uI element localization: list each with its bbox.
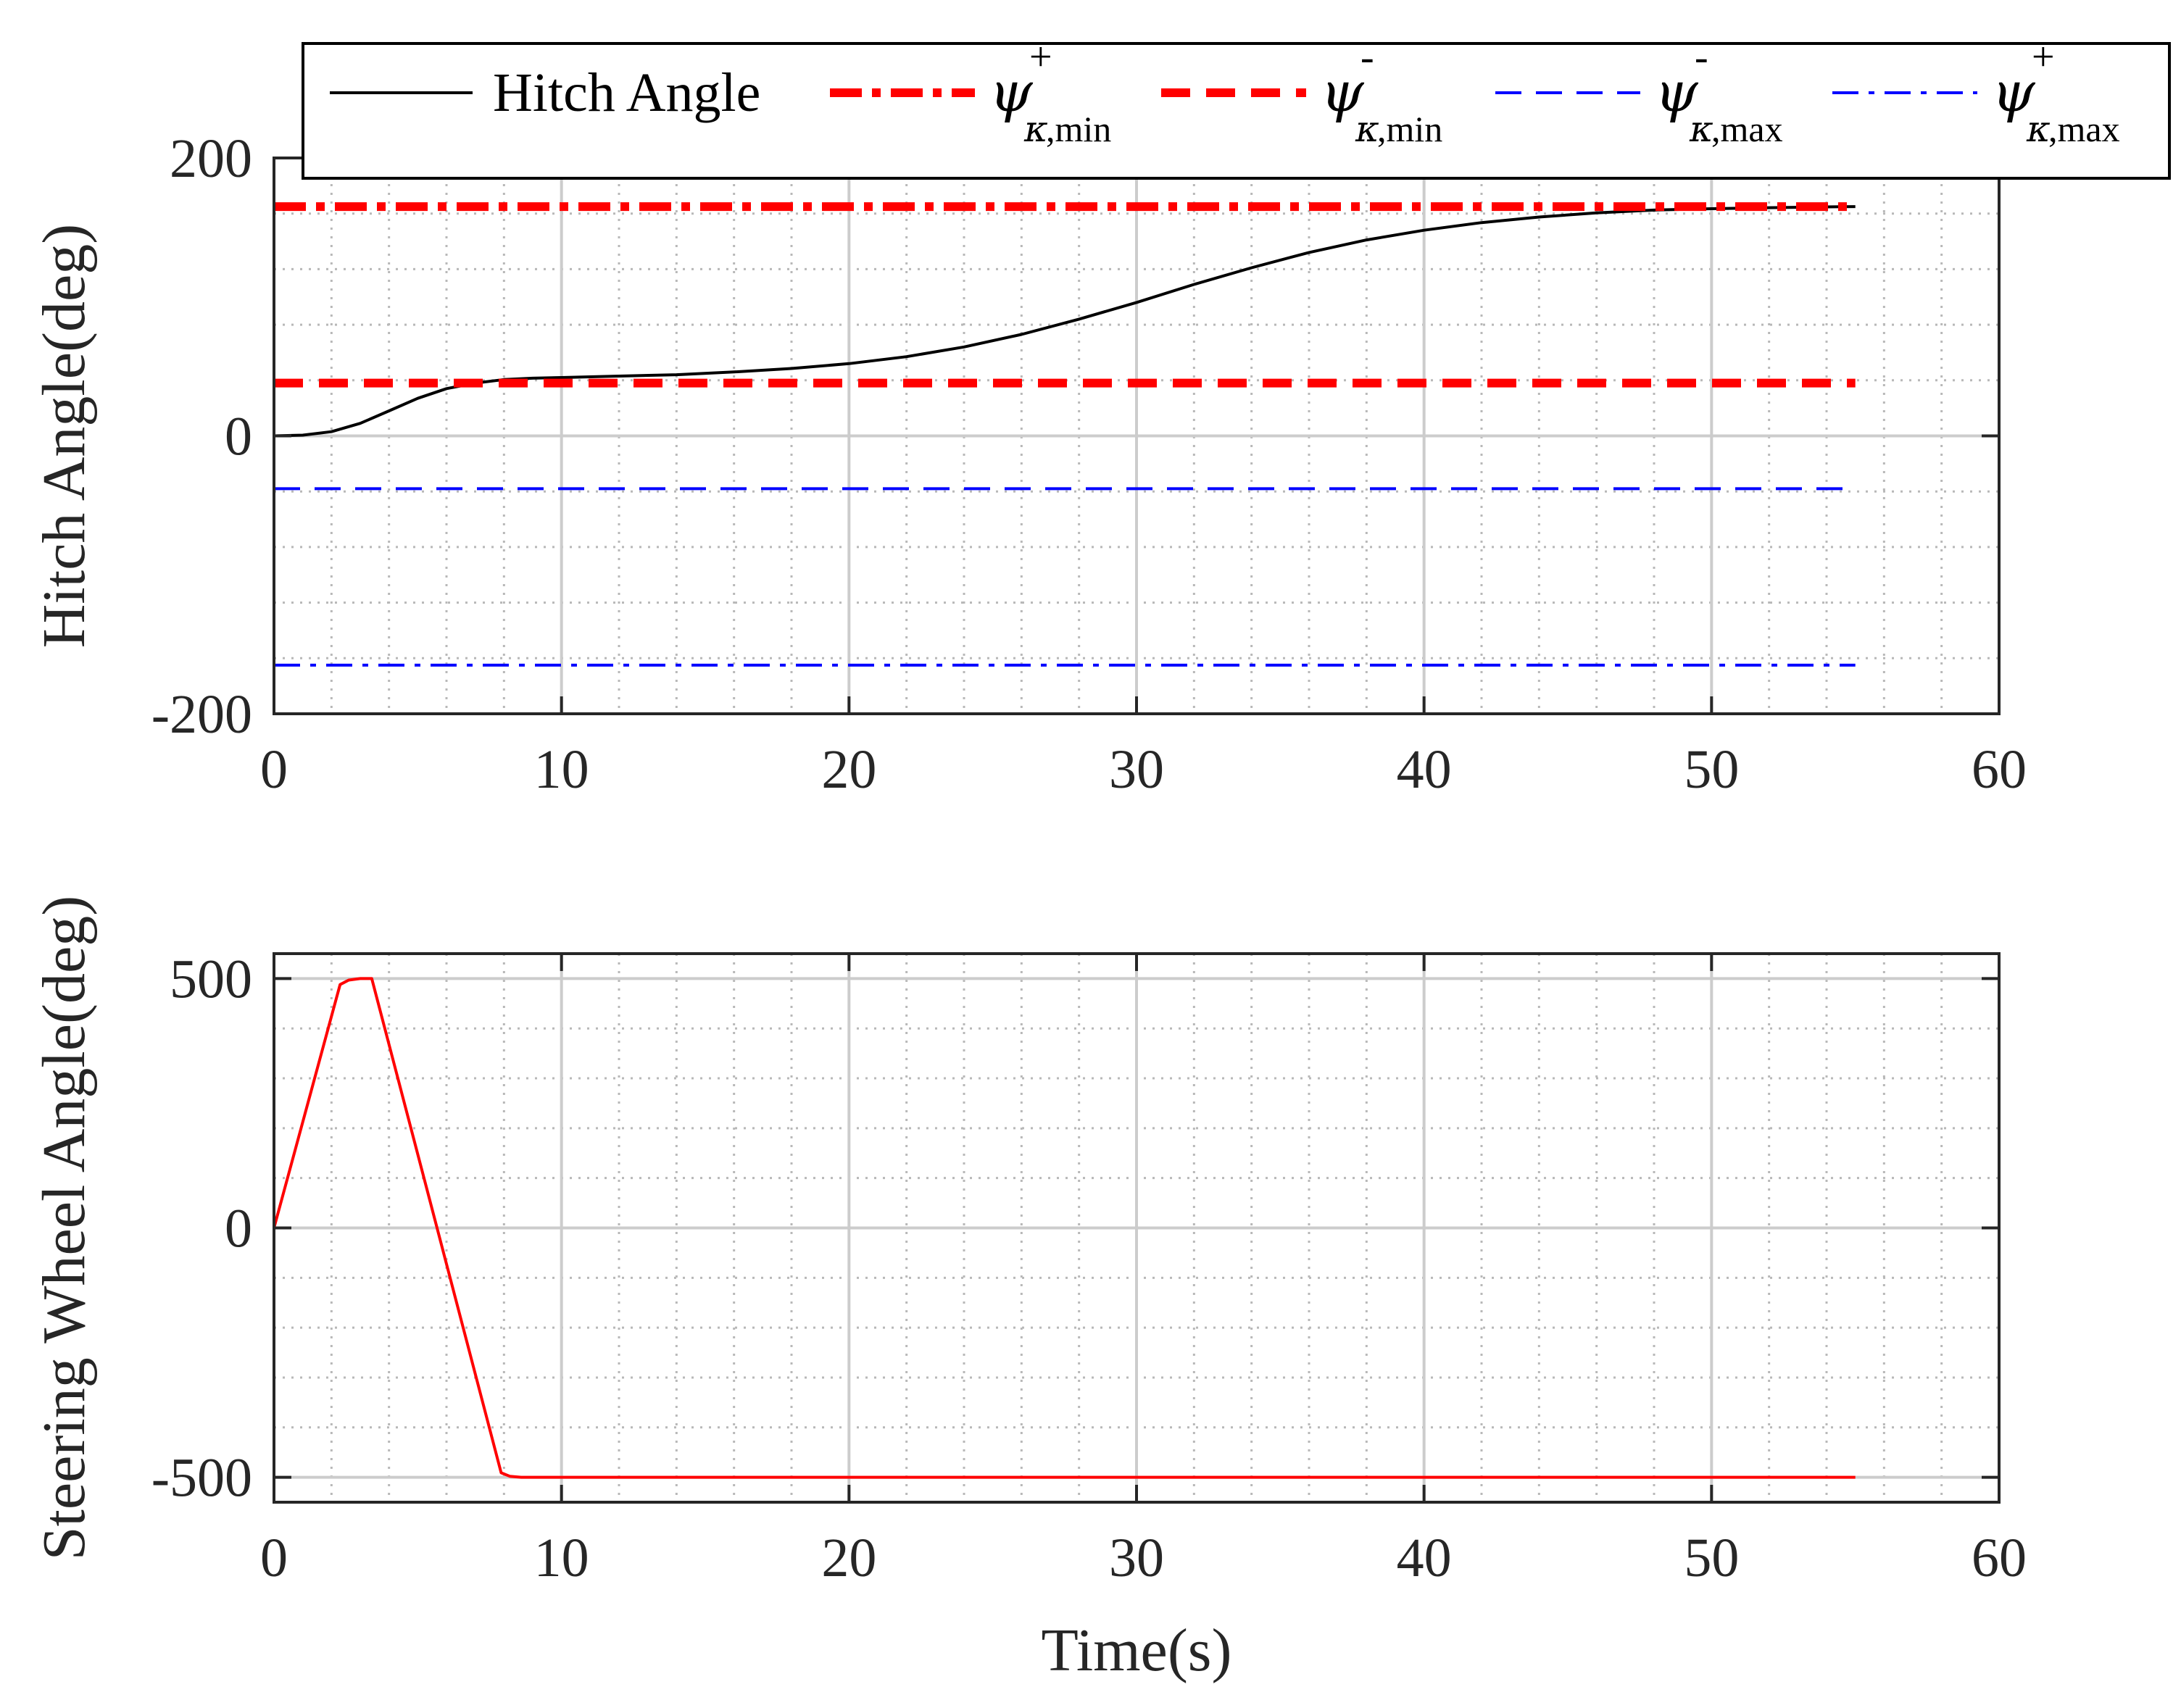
x-tick-label: 0 xyxy=(260,739,288,800)
series-group xyxy=(273,202,1856,667)
legend-subscript-greek: κ xyxy=(2026,108,2051,150)
legend-hitch-angle: Hitch Angle xyxy=(330,62,760,123)
x-tick-label: 50 xyxy=(1684,1528,1739,1588)
y-tick-label: 200 xyxy=(170,128,252,189)
legend-psi-max-minus: ψ- κ,max xyxy=(1495,35,1783,150)
x-tick-label: 0 xyxy=(260,1528,288,1588)
y-tick-label: -500 xyxy=(151,1448,252,1509)
y-tick-label: 0 xyxy=(225,407,252,467)
legend-superscript: - xyxy=(1360,35,1374,80)
legend-symbol: ψ xyxy=(1992,59,2036,124)
legend-subscript: ,max xyxy=(1711,109,1783,149)
series-line-hitch-angle xyxy=(273,205,1856,438)
legend-symbol: ψ xyxy=(989,59,1034,124)
legend-subscript-greek: κ xyxy=(1023,108,1048,150)
x-tick-label: 30 xyxy=(1109,739,1164,800)
y-axis-label: Steering Wheel Angle(deg) xyxy=(30,896,98,1560)
x-tick-label: 40 xyxy=(1397,1528,1452,1588)
legend-box xyxy=(302,42,2171,180)
x-tick-label: 40 xyxy=(1397,739,1452,800)
legend-psi-min-minus: ψ- κ,min xyxy=(1161,35,1442,150)
legend-subscript-greek: κ xyxy=(1689,108,1713,150)
y-tick-label: 0 xyxy=(225,1199,252,1259)
y-tick-label: 500 xyxy=(170,949,252,1009)
legend-symbol: ψ xyxy=(1655,59,1699,124)
x-axis-label: Time(s) xyxy=(1042,1617,1232,1684)
legend-subscript: ,min xyxy=(1046,109,1111,149)
series-line-steering-wheel-angle xyxy=(273,977,1856,1479)
x-tick-label: 10 xyxy=(534,739,589,800)
legend-subscript-greek: κ xyxy=(1355,108,1379,150)
x-tick-label: 10 xyxy=(534,1528,589,1588)
x-tick-label: 20 xyxy=(821,1528,876,1588)
legend-superscript: + xyxy=(2032,35,2055,80)
x-tick-label: 20 xyxy=(821,739,876,800)
legend-label: Hitch Angle xyxy=(493,62,760,123)
y-tick-label: -200 xyxy=(151,684,252,745)
series-group xyxy=(273,977,1856,1479)
x-tick-label: 60 xyxy=(1972,739,2027,800)
x-tick-label: 30 xyxy=(1109,1528,1164,1588)
legend-psi-min-plus: ψ+ κ,min xyxy=(830,35,1111,150)
legend-symbol: ψ xyxy=(1321,59,1365,124)
legend-superscript: - xyxy=(1695,35,1708,80)
legend-subscript: ,min xyxy=(1377,109,1442,149)
legend-subscript: ,max xyxy=(2048,109,2120,149)
x-tick-label: 50 xyxy=(1684,739,1739,800)
legend-psi-max-plus: ψ+ κ,max xyxy=(1832,35,2120,150)
x-tick-label: 60 xyxy=(1972,1528,2027,1588)
legend-superscript: + xyxy=(1029,35,1052,80)
y-axis-label: Hitch Angle(deg) xyxy=(30,224,98,649)
